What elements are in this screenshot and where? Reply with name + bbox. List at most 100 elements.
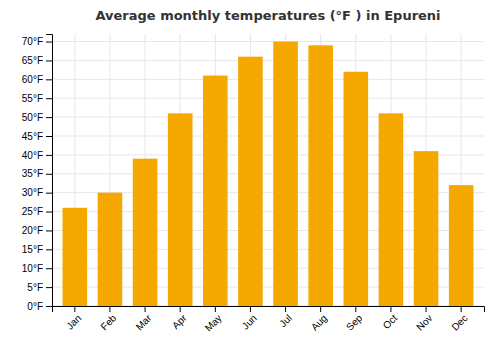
tick: 25°F	[22, 206, 52, 217]
tick: 45°F	[22, 131, 52, 142]
tick-label: 50°F	[22, 112, 43, 123]
tick: Sep	[344, 306, 365, 333]
tick-mark	[145, 306, 146, 312]
tick: Feb	[98, 306, 118, 332]
tick: Dec	[449, 306, 469, 333]
tick-label: Feb	[98, 312, 118, 332]
grid-line-y	[52, 60, 484, 61]
chart: Jan Feb Mar Apr May Jun Jul Aug Sep Oct Nov Dec 0°F 5…	[0, 0, 500, 350]
tick-label: 35°F	[22, 168, 43, 179]
tick: 65°F	[22, 55, 52, 66]
tick-label: 25°F	[22, 206, 43, 217]
bar	[203, 76, 228, 306]
tick-mark	[46, 155, 52, 156]
tick-mark	[461, 306, 462, 312]
tick-label: Nov	[414, 312, 434, 332]
tick-mark	[46, 268, 52, 269]
tick-mark	[46, 42, 52, 43]
tick: 40°F	[22, 150, 52, 161]
tick-label: Sep	[344, 312, 365, 333]
tick-label: 65°F	[22, 55, 43, 66]
axis-line	[46, 35, 53, 307]
tick-label: Mar	[134, 312, 154, 332]
tick-mark	[46, 193, 52, 194]
bar	[133, 159, 158, 306]
tick-label: 45°F	[22, 131, 43, 142]
tick-label: Jan	[64, 312, 83, 331]
tick: 0°F	[27, 301, 52, 312]
tick: 35°F	[22, 168, 52, 179]
tick: Oct	[381, 306, 400, 331]
tick-mark	[46, 136, 52, 137]
tick-mark	[320, 306, 321, 312]
tick: 55°F	[22, 93, 52, 104]
tick: Mar	[134, 306, 154, 332]
tick: 70°F	[22, 36, 52, 47]
tick-label: Oct	[381, 312, 400, 331]
tick-label: 30°F	[22, 187, 43, 198]
tick-mark	[46, 287, 52, 288]
tick-mark	[46, 174, 52, 175]
tick-label: Jul	[277, 312, 294, 329]
tick: Nov	[414, 306, 434, 333]
bars	[63, 42, 474, 306]
tick-label: May	[203, 312, 224, 333]
tick-mark	[215, 306, 216, 312]
tick-label: 20°F	[22, 225, 43, 236]
tick-label: 15°F	[22, 244, 43, 255]
plot: Jan Feb Mar Apr May Jun Jul Aug Sep Oct Nov Dec 0°F 5…	[22, 34, 485, 334]
tick-mark	[46, 117, 52, 118]
tick-mark	[426, 306, 427, 312]
tick-label: Aug	[309, 312, 329, 332]
tick: 15°F	[22, 244, 52, 255]
tick: Apr	[170, 306, 189, 331]
tick-mark	[46, 79, 52, 80]
tick: 10°F	[22, 263, 52, 274]
grid	[52, 34, 484, 306]
grid-line-y	[52, 136, 484, 137]
tick-label: 5°F	[27, 282, 43, 293]
bar	[273, 42, 298, 306]
tick: Jan	[64, 306, 83, 332]
tick: 30°F	[22, 187, 52, 198]
tick: 50°F	[22, 112, 52, 123]
x-axis: Jan Feb Mar Apr May Jun Jul Aug Sep Oct Nov Dec	[53, 306, 485, 334]
tick: 20°F	[22, 225, 52, 236]
bar	[63, 208, 88, 306]
grid-line-y	[52, 79, 484, 80]
tick-label: Jun	[240, 312, 259, 331]
tick-label: Dec	[449, 312, 469, 332]
tick-label: 70°F	[22, 36, 43, 47]
tick-mark	[46, 98, 52, 99]
tick: Jul	[277, 306, 294, 329]
tick-mark	[46, 212, 52, 213]
bar	[414, 151, 439, 306]
tick-label: 60°F	[22, 74, 43, 85]
bar	[308, 45, 333, 306]
tick-mark	[180, 306, 181, 312]
title: Average monthly temperatures (°F ) in Ep…	[95, 8, 440, 23]
bar	[449, 185, 474, 306]
grid-line-y	[52, 98, 484, 99]
tick-label: 40°F	[22, 150, 43, 161]
tick-mark	[46, 230, 52, 231]
tick-label: 0°F	[27, 301, 43, 312]
tick-mark	[46, 60, 52, 61]
tick-mark	[250, 306, 251, 312]
grid-line-y	[52, 117, 484, 118]
tick: Jun	[240, 306, 259, 332]
tick-mark	[355, 306, 356, 312]
tick-mark	[285, 306, 286, 312]
tick: 5°F	[27, 282, 52, 293]
tick-mark	[46, 249, 52, 250]
bar	[98, 193, 123, 306]
tick: Aug	[309, 306, 329, 333]
grid-line-y	[52, 41, 484, 42]
tick-mark	[390, 306, 391, 312]
tick: May	[203, 306, 224, 334]
tick-mark	[109, 306, 110, 312]
axis-line	[53, 307, 485, 313]
tick-mark	[74, 306, 75, 312]
tick: 60°F	[22, 74, 52, 85]
tick-label: 55°F	[22, 93, 43, 104]
